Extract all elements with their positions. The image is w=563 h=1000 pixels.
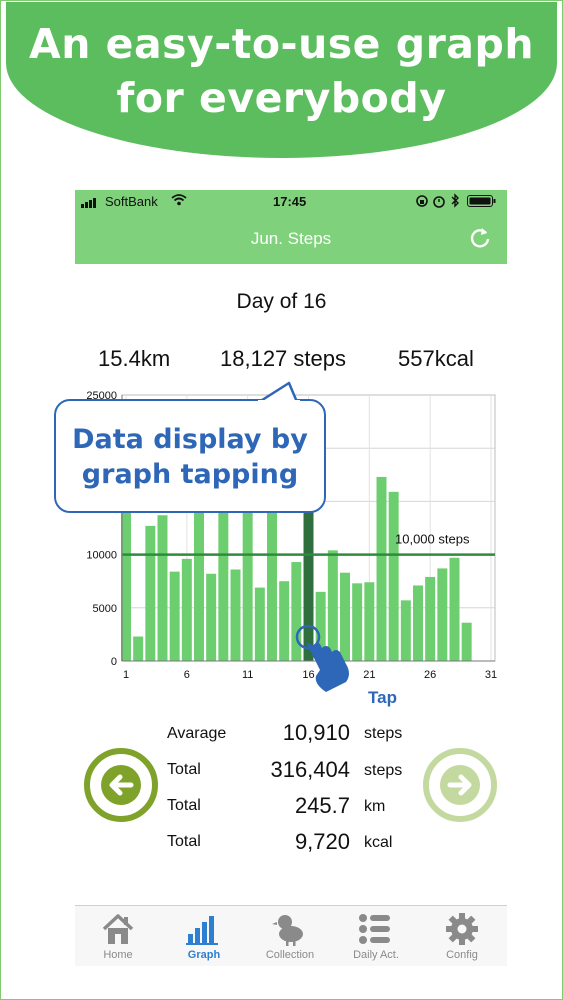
summary-unit: steps	[364, 725, 403, 742]
chart-bar	[121, 512, 131, 661]
arrow-left-icon	[101, 765, 141, 805]
summary-value: 245.7	[294, 793, 350, 818]
chart-y-tick-label: 5000	[93, 603, 117, 615]
chart-bar	[157, 515, 168, 661]
stat-distance: 15.4km	[98, 346, 171, 371]
chart-x-tick-label: 16	[302, 669, 314, 681]
chart-x-tick-label: 11	[242, 669, 253, 681]
nav-title: Jun. Steps	[250, 229, 332, 248]
signal-icon	[81, 196, 101, 211]
alarm-icon	[432, 194, 446, 211]
refresh-icon[interactable]	[467, 225, 493, 256]
chart-bar	[425, 576, 436, 661]
chart-bar	[230, 569, 241, 661]
orientation-lock-icon	[415, 194, 429, 211]
tab-graph[interactable]: Graph	[161, 906, 247, 966]
chart-bar	[133, 636, 144, 661]
chart-bar	[449, 557, 460, 661]
chart-bar	[267, 512, 277, 661]
chart-bar	[254, 587, 265, 661]
gear-icon	[446, 913, 478, 945]
chart-x-tick-label: 31	[485, 669, 497, 681]
chart-bar	[169, 571, 180, 661]
stat-calories: 557kcal	[398, 346, 474, 371]
chart-bar	[145, 525, 156, 661]
chart-bar	[461, 622, 472, 661]
chart-bar	[206, 573, 217, 661]
chart-bar	[218, 512, 229, 661]
chart-bar	[413, 585, 423, 661]
wifi-icon	[171, 194, 187, 209]
promo-banner	[6, 2, 557, 158]
chart-bar	[340, 572, 350, 661]
chart-bar	[437, 568, 448, 661]
chart-y-tick-label: 0	[111, 656, 117, 668]
chart-x-tick-label: 6	[184, 669, 190, 681]
chart-x-tick-label: 21	[363, 669, 375, 681]
callout-tail	[258, 381, 300, 403]
tab-home[interactable]: Home	[75, 906, 161, 966]
tab-label: Collection	[265, 949, 315, 961]
chart-bar	[327, 550, 338, 661]
chart-bar	[194, 512, 204, 661]
chart-bar	[352, 583, 363, 661]
tap-label: Tap	[368, 688, 397, 707]
battery-icon	[467, 195, 497, 210]
tab-collection[interactable]: Collection	[247, 906, 333, 966]
chart-bar	[364, 582, 375, 661]
chart-bar	[376, 476, 387, 661]
summary-value: 10,910	[282, 720, 350, 745]
summary-value: 9,720	[294, 829, 350, 854]
next-month-button[interactable]	[423, 748, 497, 822]
summary-label: Total	[167, 797, 201, 814]
chart-reference-label: 10,000 steps	[395, 532, 470, 547]
chart-bar	[400, 600, 411, 661]
tap-hand-icon	[295, 624, 349, 692]
tab-label: Home	[103, 949, 133, 961]
tab-label: Graph	[187, 949, 221, 961]
bluetooth-icon	[450, 193, 460, 212]
arrow-right-icon	[440, 765, 480, 805]
status-time: 17:45	[273, 194, 307, 209]
tab-config[interactable]: Config	[419, 906, 505, 966]
callout-line-1: Data display by	[72, 424, 308, 455]
home-icon	[102, 914, 134, 944]
summary-label: Avarage	[167, 725, 227, 742]
summary-value: 316,404	[270, 757, 350, 782]
stat-steps: 18,127 steps	[220, 346, 346, 371]
previous-month-button[interactable]	[84, 748, 158, 822]
chart-x-tick-label: 1	[123, 669, 129, 681]
summary-unit: km	[364, 798, 386, 815]
chart-bar	[291, 562, 302, 661]
callout-bubble	[54, 399, 326, 513]
banner-line-1: An easy-to-use graph	[28, 20, 535, 68]
tab-label: Daily Act.	[353, 949, 399, 961]
chick-icon	[272, 915, 303, 946]
summary-unit: kcal	[364, 834, 393, 851]
summary-label: Total	[167, 833, 201, 850]
status-bar: SoftBank 17:45	[75, 190, 507, 212]
chart-bar-selected	[303, 468, 314, 661]
chart-x-tick-label: 26	[424, 669, 436, 681]
chart-bar	[279, 581, 290, 661]
chart-y-tick-label: 10000	[86, 550, 117, 562]
tab-daily-act[interactable]: Daily Act.	[333, 906, 419, 966]
chart-bar	[242, 512, 253, 661]
callout-line-2: graph tapping	[81, 459, 299, 490]
banner-line-2: for everybody	[116, 74, 447, 122]
nav-bar: Jun. Steps	[75, 212, 507, 264]
chart-bar	[181, 558, 192, 661]
chart-bar	[315, 591, 326, 661]
tab-label: Config	[446, 949, 478, 961]
chart-bar	[388, 491, 399, 661]
day-title: Day of 16	[236, 290, 327, 313]
tab-bar: Home Graph Collection Daily Act.	[75, 905, 507, 966]
list-icon	[359, 914, 390, 944]
carrier-name: SoftBank	[105, 194, 158, 209]
bar-chart-icon	[186, 916, 218, 945]
summary-unit: steps	[364, 762, 403, 779]
summary-label: Total	[167, 761, 201, 778]
